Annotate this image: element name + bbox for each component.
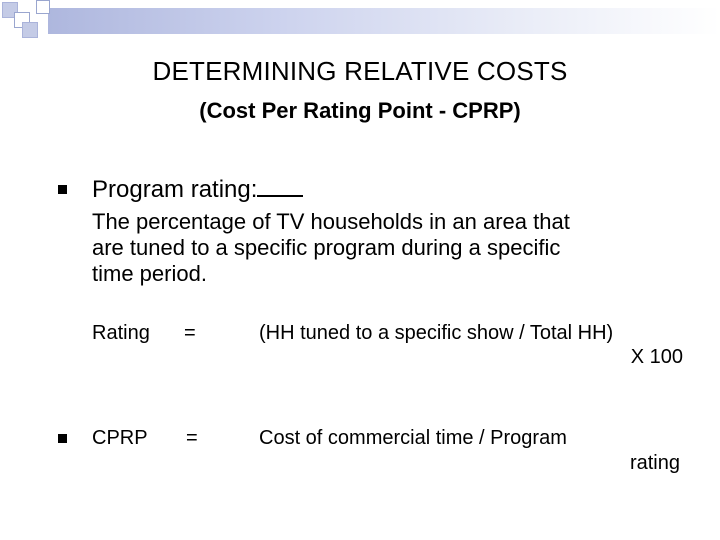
definition-line-3: time period. xyxy=(92,261,207,286)
cprp-equals: = xyxy=(186,427,198,449)
bullet-marker xyxy=(58,434,67,443)
decorative-square xyxy=(22,22,38,38)
cprp-expression-line-1: Cost of commercial time / Program xyxy=(259,427,567,449)
rating-equals: = xyxy=(184,322,196,344)
program-rating-heading-line: Program rating: xyxy=(92,176,304,204)
bullet-marker xyxy=(58,185,67,194)
rating-expression-line-2: X 100 xyxy=(630,346,683,368)
decorative-square xyxy=(36,0,50,14)
decorative-band xyxy=(48,8,720,34)
slide-title: DETERMINING RELATIVE COSTS xyxy=(152,56,568,86)
rating-expression-line-1: (HH tuned to a specific show / Total HH) xyxy=(259,322,614,344)
cprp-expression-line-2: rating xyxy=(629,452,680,474)
blank-underline xyxy=(257,177,304,197)
definition-line-2: are tuned to a specific program during a… xyxy=(92,235,561,260)
slide-subtitle: (Cost Per Rating Point - CPRP) xyxy=(199,98,521,123)
definition-line-1: The percentage of TV households in an ar… xyxy=(92,209,570,234)
rating-term: Rating xyxy=(92,322,150,344)
program-rating-heading: Program rating: xyxy=(92,176,258,203)
cprp-term: CPRP xyxy=(92,427,148,449)
